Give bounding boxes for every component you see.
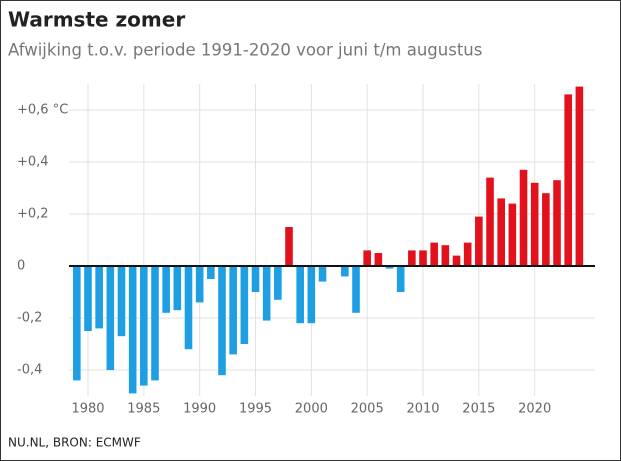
bar (374, 253, 383, 266)
bar (262, 266, 271, 321)
bar (463, 242, 472, 266)
x-tick-label: 1980 (71, 402, 104, 417)
bar (341, 266, 349, 277)
bar (486, 177, 494, 266)
bar (542, 193, 550, 266)
bar (173, 266, 182, 311)
bar (218, 266, 226, 376)
bar (140, 266, 148, 386)
x-tick-label: 2015 (462, 402, 495, 417)
y-tick-label: -0,2 (17, 311, 42, 326)
bar (318, 266, 327, 282)
bar (184, 266, 193, 350)
bar (475, 216, 483, 266)
x-tick-label: 2020 (518, 402, 551, 417)
bar (229, 266, 237, 355)
x-tick-label: 1995 (239, 402, 272, 417)
bar (151, 266, 159, 381)
bar (162, 266, 170, 313)
bar (419, 250, 427, 266)
bar (519, 169, 528, 266)
bar (274, 266, 282, 300)
bar (408, 250, 416, 266)
bar (95, 266, 103, 329)
bar (240, 266, 249, 344)
bar (207, 266, 215, 279)
x-tick-label: 2010 (406, 402, 439, 417)
bar (363, 250, 371, 266)
bar (251, 266, 260, 292)
bar (396, 266, 405, 292)
bar (564, 94, 572, 267)
bar (385, 266, 394, 269)
bar (497, 198, 505, 266)
chart-subtitle: Afwijking t.o.v. periode 1991-2020 voor … (8, 41, 482, 60)
y-tick-label: +0,6 °C (17, 103, 68, 118)
bar (84, 266, 92, 331)
bar (307, 266, 316, 324)
bar (452, 255, 461, 266)
y-tick-label: +0,2 (17, 207, 49, 222)
bar (296, 266, 304, 324)
bar (352, 266, 360, 313)
bar (106, 266, 115, 370)
y-tick-label: +0,4 (17, 155, 49, 170)
y-tick-label: 0 (17, 259, 25, 274)
chart-title: Warmste zomer (8, 8, 185, 32)
bar (430, 242, 438, 266)
bar (117, 266, 126, 337)
bar (530, 182, 539, 266)
x-tick-label: 2005 (351, 402, 384, 417)
bar (285, 227, 293, 266)
bar (441, 245, 450, 266)
x-tick-label: 2000 (295, 402, 328, 417)
bar (195, 266, 204, 303)
bar (553, 180, 561, 266)
x-tick-label: 1985 (127, 402, 160, 417)
x-tick-label: 1990 (183, 402, 216, 417)
y-tick-label: -0,4 (17, 363, 42, 378)
bar (575, 86, 584, 266)
source: NU.NL, BRON: ECMWF (8, 436, 141, 450)
bar (73, 266, 81, 381)
bar (128, 266, 137, 394)
bar (508, 203, 517, 266)
